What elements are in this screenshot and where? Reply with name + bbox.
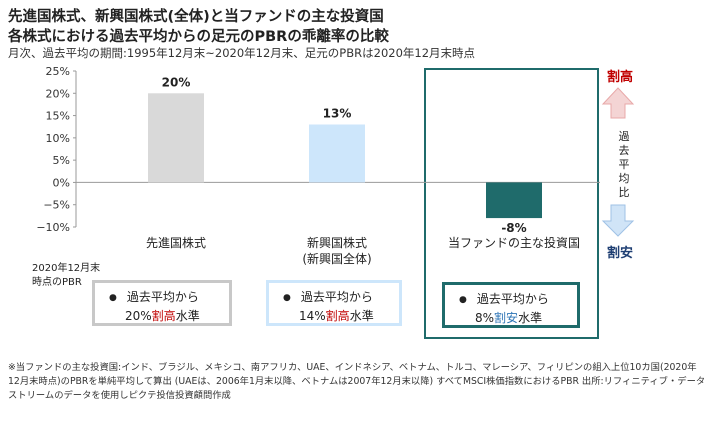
box-highlight: 割安 — [494, 311, 519, 325]
bar-data-label: 13% — [323, 106, 352, 120]
x-tick-label: 当ファンドの主な投資国 — [448, 235, 580, 250]
y-tick-label: 10% — [46, 132, 70, 145]
bar — [486, 182, 542, 219]
title-line-2: 各株式における過去平均からの足元のPBRの乖離率の比較 — [8, 29, 389, 45]
box-line1: 過去平均から — [109, 289, 229, 308]
bar — [148, 93, 204, 183]
box-suffix: 水準 — [518, 311, 543, 325]
pbr-date-label: 2020年12月末 時点のPBR — [32, 262, 112, 290]
summary-box-emerging: 過去平均から 14%割高水準 — [266, 280, 402, 326]
y-tick-label: 20% — [46, 87, 70, 100]
box-pct: 14% — [299, 309, 326, 323]
arrow-up-icon — [601, 87, 635, 119]
summary-box-developed: 過去平均から 20%割高水準 — [92, 280, 232, 326]
x-tick-label: 新興国株式 — [307, 235, 367, 250]
box-pct: 8% — [475, 311, 495, 325]
title-line-1: 先進国株式、新興国株式(全体)と当ファンドの主な投資国 — [8, 9, 384, 25]
undervalued-label: 割安 — [607, 246, 634, 261]
box-pct: 20% — [125, 309, 152, 323]
box-line2: 20%割高水準 — [109, 308, 229, 325]
subtitle: 月次、過去平均の期間:1995年12月末~2020年12月末、足元のPBRは20… — [8, 46, 476, 60]
pbr-date-label-line2: 時点のPBR — [32, 277, 82, 288]
box-line1: 過去平均から — [283, 289, 399, 308]
y-tick-label: 5% — [53, 154, 70, 167]
x-tick-label: (新興国全体) — [302, 251, 371, 266]
highlight-frame — [424, 68, 599, 339]
x-axis-labels: 先進国株式 新興国株式(新興国全体) 当ファンドの主な投資国 — [146, 235, 580, 266]
box-suffix: 水準 — [175, 309, 200, 323]
footnote: ※当ファンドの主な投資国:インド、ブラジル、メキシコ、南アフリカ、UAE、インド… — [8, 362, 706, 401]
y-tick-label: 0% — [53, 176, 70, 189]
bar-data-label: -8% — [501, 221, 526, 235]
arrow-down-icon — [601, 204, 635, 237]
box-line2: 8%割安水準 — [459, 310, 577, 327]
y-tick-label: −10% — [36, 221, 70, 234]
y-tick-label: −5% — [43, 199, 70, 212]
box-line2: 14%割高水準 — [283, 308, 399, 325]
box-line1: 過去平均から — [459, 291, 577, 310]
y-tick-label: 25% — [46, 65, 70, 78]
indicator — [601, 87, 635, 237]
overvalued-label: 割高 — [607, 70, 634, 85]
bar-data-label: 20% — [162, 75, 191, 89]
summary-box-fund: 過去平均から 8%割安水準 — [442, 282, 580, 328]
box-highlight: 割高 — [151, 309, 176, 323]
pbr-date-label-line1: 2020年12月末 — [32, 263, 101, 274]
box-suffix: 水準 — [349, 309, 374, 323]
bars: 20% 13% -8% — [148, 75, 542, 235]
x-tick-label: 先進国株式 — [146, 235, 206, 250]
vs-past-average-label: 過去平均比 — [618, 130, 630, 199]
box-highlight: 割高 — [325, 309, 350, 323]
bar — [309, 124, 365, 183]
y-tick-label: 15% — [46, 110, 70, 123]
